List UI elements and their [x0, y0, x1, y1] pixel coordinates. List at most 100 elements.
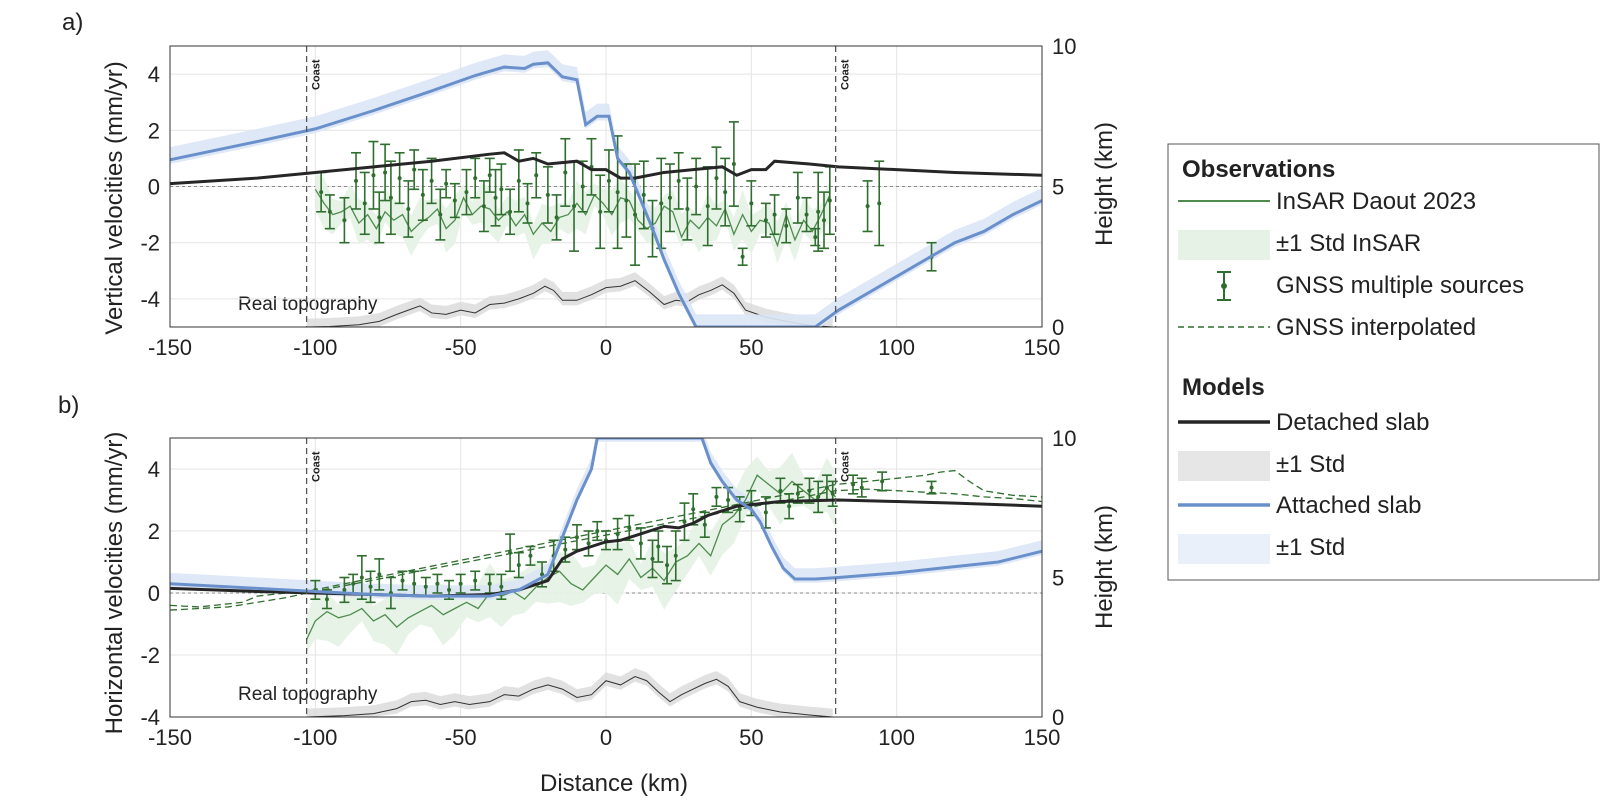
panel-b-gnss-marker-39 [737, 507, 742, 512]
panel-b-coast-label-0: Coast [311, 451, 323, 482]
panel-b-gnss-marker-14 [473, 578, 478, 583]
panel-a-gnss-point-10 [403, 180, 414, 238]
panel-b-gnss-marker-51 [880, 479, 885, 484]
panel-a-gnss-point-17 [461, 168, 472, 216]
panel-a-gnss-marker-56 [813, 235, 818, 240]
panel-a-gnss-marker-19 [481, 204, 486, 209]
panel-a-gnss-marker-5 [371, 173, 376, 178]
panel-b-gnss-point-37 [711, 486, 722, 508]
panel-a-gnss-marker-7 [383, 170, 388, 175]
panel-b-y-tick-1: -2 [140, 643, 160, 668]
panel-a-detached-slab-line [170, 151, 1042, 186]
panel-b-gnss-marker-31 [656, 544, 661, 549]
panel-b-y-tick-0: -4 [140, 705, 160, 730]
panel-a-gnss-point-21 [490, 168, 501, 227]
panel-a-frame [169, 45, 1043, 328]
panel-b-gnss-point-34 [679, 502, 690, 542]
panel-b-gnss-point-32 [662, 545, 673, 585]
panel-b-y-tick-3: 2 [148, 519, 160, 544]
panel-b-gnss-point-18 [513, 551, 524, 579]
panel-b-gnss-marker-8 [400, 578, 405, 583]
legend-detached-label: Detached slab [1276, 409, 1429, 436]
panel-b-gnss-marker-17 [508, 550, 513, 555]
panel-a-gnss-point-58 [819, 191, 829, 250]
panel-b-gnss-point-25 [592, 520, 603, 542]
panel-a-gnss-point-11 [409, 149, 420, 191]
panel-a-coast-label-1: Coast [840, 59, 852, 90]
panel-b-gnss-marker-29 [638, 541, 643, 546]
panel-a-gnss-marker-12 [420, 192, 425, 197]
panel-b-gnss-point-6 [374, 558, 385, 591]
panel-a-gnss-marker-51 [763, 218, 768, 223]
panel-a-gnss-point-14 [435, 188, 446, 241]
panel-b-topo-label: Real topography [238, 684, 378, 705]
panel-b-gnss-interp-line [170, 469, 1042, 608]
panel-b-x-tick-2: -50 [445, 725, 477, 750]
panel-a-gnss-marker-42 [676, 178, 681, 183]
panel-b-y-tick-2: 0 [148, 581, 160, 606]
panel-a-gnss-point-15 [441, 168, 452, 199]
panel-a-gnss-marker-20 [487, 173, 492, 178]
panel-a-gnss-marker-23 [508, 209, 513, 214]
panel-a-insar-line [314, 188, 831, 248]
panel-a-gnss-point-4 [359, 171, 370, 236]
panel-a-gnss-point-48 [728, 121, 739, 207]
panel-b-gnss-marker-33 [673, 553, 678, 558]
panel-a-gnss-marker-31 [580, 184, 585, 189]
panel-b: b) Horizontal velocities (mm/yr) Height … [58, 392, 1118, 750]
panel-b-gnss-point-52 [926, 480, 937, 495]
panel-b-gnss-point-15 [484, 573, 495, 594]
panel-b-gnss-marker-4 [359, 575, 364, 580]
panel-b-gnss-interp-line-2 [170, 488, 1042, 611]
panel-a-gnss-marker-61 [877, 201, 882, 206]
panel-a-gnss-marker-21 [493, 195, 498, 200]
panel-a-gnss-point-1 [324, 194, 335, 230]
panel-a-topo-line [306, 280, 833, 327]
panel-a-gnss-marker-29 [563, 170, 568, 175]
panel-a-gnss-point-5 [368, 140, 379, 210]
panel-a-y-tick-2: 0 [148, 175, 160, 200]
panel-b-gnss-marker-44 [795, 491, 800, 496]
panel-a-gnss-marker-3 [354, 178, 359, 183]
panel-b-gnss-marker-41 [763, 510, 768, 515]
panel-a: a) Vertical velocities (mm/yr) Height (k… [62, 9, 1118, 360]
panel-a-gnss-marker-36 [624, 198, 629, 203]
panel-b-gnss-marker-50 [859, 485, 864, 490]
panel-a-gnss-point-3 [351, 151, 362, 210]
panel-a-attached-std-band [170, 50, 1042, 327]
panel-a-gnss-marker-34 [606, 178, 611, 183]
panel-b-gnss-marker-28 [627, 525, 632, 530]
panel-b-gnss-marker-36 [702, 522, 707, 527]
panel-a-gnss-point-28 [551, 194, 562, 241]
panel-a-plot-area: Coast Coast -150 -100 -50 0 50 100 150 -4 -2 0 2 4 0 5 1… [140, 34, 1076, 360]
panel-b-x-tick-4: 50 [739, 725, 763, 750]
panel-a-gnss-point-25 [522, 182, 533, 224]
panel-a-x-tick-5: 100 [878, 335, 915, 360]
panel-a-y2-tick-0: 0 [1052, 315, 1064, 340]
panel-b-gnss-point-2 [339, 576, 350, 604]
panel-b-gnss-marker-3 [351, 581, 356, 586]
panel-b-coast-label-1: Coast [840, 451, 852, 482]
panel-a-gnss-marker-52 [772, 212, 777, 217]
panel-a-gnss-marker-30 [572, 204, 577, 209]
panel-b-y-tick-4: 4 [148, 457, 160, 482]
panel-b-gnss-point-33 [670, 530, 681, 582]
panel-a-gnss-marker-1 [327, 209, 332, 214]
panel-a-x-tick-0: -150 [148, 335, 192, 360]
panel-a-gnss-point-37 [630, 163, 641, 266]
panel-a-gnss-marker-38 [641, 192, 646, 197]
panel-a-gnss-point-61 [874, 160, 885, 247]
panel-b-y2-axis-label: Height (km) [1091, 505, 1118, 629]
panel-a-gnss-marker-55 [804, 212, 809, 217]
panel-a-gnss-marker-18 [473, 176, 478, 181]
panel-b-gnss-point-4 [356, 554, 367, 601]
legend-gnss-interp-label: GNSS interpolated [1276, 314, 1476, 341]
panel-a-gnss-marker-45 [705, 204, 710, 209]
panel-b-gnss-point-19 [525, 545, 536, 566]
panel-a-gnss-marker-59 [827, 198, 832, 203]
panel-b-gnss-marker-34 [682, 519, 687, 524]
panel-a-gnss-marker-48 [731, 162, 736, 167]
panel-a-gnss-marker-43 [685, 206, 690, 211]
panel-a-gnss-marker-26 [534, 173, 539, 178]
panel-a-gnss-marker-16 [452, 198, 457, 203]
